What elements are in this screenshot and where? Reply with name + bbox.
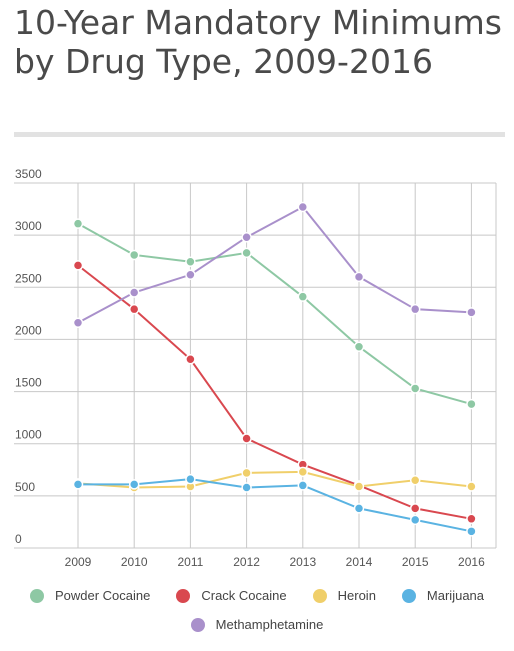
data-point bbox=[297, 291, 309, 302]
data-point bbox=[409, 514, 421, 526]
y-tick-label: 2000 bbox=[15, 323, 42, 337]
data-point bbox=[128, 479, 140, 490]
data-point bbox=[466, 481, 477, 492]
title-divider bbox=[14, 132, 505, 137]
data-point bbox=[409, 303, 421, 315]
data-point bbox=[353, 481, 365, 492]
legend-label: Crack Cocaine bbox=[201, 588, 287, 603]
legend-swatch bbox=[29, 588, 44, 603]
data-point bbox=[128, 303, 140, 315]
series-lines bbox=[72, 201, 477, 537]
legend-swatch bbox=[176, 588, 191, 603]
grid bbox=[14, 182, 497, 549]
legend-item-methamphetamine: Methamphetamine bbox=[190, 617, 324, 632]
data-point bbox=[353, 503, 365, 514]
data-point bbox=[409, 474, 421, 486]
series-marijuana bbox=[72, 473, 477, 537]
data-point bbox=[297, 480, 309, 491]
series-powder-cocaine bbox=[72, 218, 477, 410]
y-tick-label: 3000 bbox=[15, 219, 42, 233]
x-tick-label: 2012 bbox=[233, 555, 260, 569]
y-tick-label: 1000 bbox=[15, 428, 42, 442]
data-point bbox=[353, 271, 365, 283]
data-point bbox=[466, 526, 477, 537]
legend-swatch bbox=[190, 617, 205, 632]
series-line-methamphetamine bbox=[77, 205, 472, 324]
data-point bbox=[466, 307, 477, 318]
legend-item-crack-cocaine: Crack Cocaine bbox=[176, 588, 287, 603]
data-point bbox=[72, 260, 84, 271]
data-point bbox=[72, 479, 84, 490]
data-point bbox=[297, 466, 309, 478]
legend-label: Powder Cocaine bbox=[54, 588, 151, 603]
data-point bbox=[409, 383, 421, 394]
series-crack-cocaine bbox=[72, 260, 477, 525]
series-line-marijuana bbox=[78, 478, 472, 533]
data-point bbox=[466, 513, 477, 525]
data-point bbox=[185, 473, 196, 485]
data-point bbox=[466, 398, 477, 410]
y-axis-ticks: 0 500 1000 1500 2000 2500 3000 3500 bbox=[15, 167, 42, 546]
legend-label: Heroin bbox=[337, 588, 376, 603]
data-point bbox=[241, 247, 252, 259]
legend-swatch bbox=[312, 588, 327, 603]
data-point bbox=[72, 317, 84, 328]
data-point bbox=[409, 503, 421, 514]
series-methamphetamine bbox=[72, 201, 477, 328]
x-tick-label: 2011 bbox=[177, 555, 203, 569]
legend-item-heroin: Heroin bbox=[312, 588, 376, 603]
chart-title: 10-Year Mandatory Minimums by Drug Type,… bbox=[14, 3, 502, 81]
legend-row: Methamphetamine bbox=[0, 617, 514, 632]
data-point bbox=[297, 201, 309, 213]
series-line-crack-cocaine bbox=[77, 264, 472, 520]
legend: Powder Cocaine Crack Cocaine Heroin Marijua… bbox=[0, 588, 514, 646]
data-point bbox=[72, 218, 84, 229]
y-tick-label: 500 bbox=[15, 480, 35, 494]
data-point bbox=[353, 341, 365, 352]
x-tick-label: 2016 bbox=[458, 555, 485, 569]
data-point bbox=[241, 433, 252, 444]
data-point bbox=[241, 482, 252, 493]
x-tick-label: 2010 bbox=[121, 555, 148, 569]
x-tick-label: 2014 bbox=[346, 555, 373, 569]
x-axis-ticks: 2009 2010 2011 2012 2013 2014 2015 2016 bbox=[65, 555, 485, 569]
x-tick-label: 2013 bbox=[289, 555, 316, 569]
legend-swatch bbox=[401, 588, 416, 603]
series-line-powder-cocaine bbox=[77, 222, 472, 406]
y-tick-label: 3500 bbox=[15, 167, 42, 181]
data-point bbox=[128, 287, 140, 298]
y-tick-label: 1500 bbox=[15, 376, 42, 390]
series-line-heroin bbox=[77, 470, 472, 489]
legend-label: Marijuana bbox=[426, 588, 485, 603]
x-tick-label: 2015 bbox=[402, 555, 429, 569]
legend-label: Methamphetamine bbox=[215, 617, 324, 632]
legend-item-powder-cocaine: Powder Cocaine bbox=[29, 588, 151, 603]
legend-row: Powder Cocaine Crack Cocaine Heroin Marijua… bbox=[0, 588, 514, 603]
data-point bbox=[241, 231, 252, 243]
data-point bbox=[185, 353, 196, 365]
legend-item-marijuana: Marijuana bbox=[401, 588, 485, 603]
data-point bbox=[128, 249, 140, 261]
y-tick-label: 2500 bbox=[15, 271, 42, 285]
data-point bbox=[185, 256, 196, 267]
data-point bbox=[241, 467, 252, 479]
x-tick-label: 2009 bbox=[65, 555, 92, 569]
y-tick-label: 0 bbox=[15, 532, 22, 546]
data-point bbox=[185, 269, 196, 281]
